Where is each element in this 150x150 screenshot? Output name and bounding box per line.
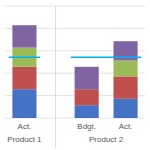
group-separator [55,6,56,148]
bar-segment [12,89,36,118]
group-label: Product 2 [89,135,124,144]
target-line [9,56,40,58]
target-line [71,56,106,58]
x-tick-label: Bdgt. [77,122,96,131]
bar-segment [114,60,138,76]
chart: Act. Bdgt. Act. Product 1 Product 2 [0,0,150,150]
marks [9,25,141,118]
bar-segment [114,76,138,98]
grid-line [5,6,145,7]
x-tick-label: Act. [119,122,133,131]
bar-segment [75,67,99,89]
chart-svg: Act. Bdgt. Act. Product 1 Product 2 [0,0,150,150]
bar-segment [114,99,138,118]
bar-segment [12,25,36,47]
x-tick-label: Act. [18,122,32,131]
bar-segment [75,89,99,105]
bar-segment [75,105,99,118]
grid [5,6,145,118]
bar-segment [12,67,36,89]
group-label: Product 1 [7,135,42,144]
target-line [106,56,141,58]
